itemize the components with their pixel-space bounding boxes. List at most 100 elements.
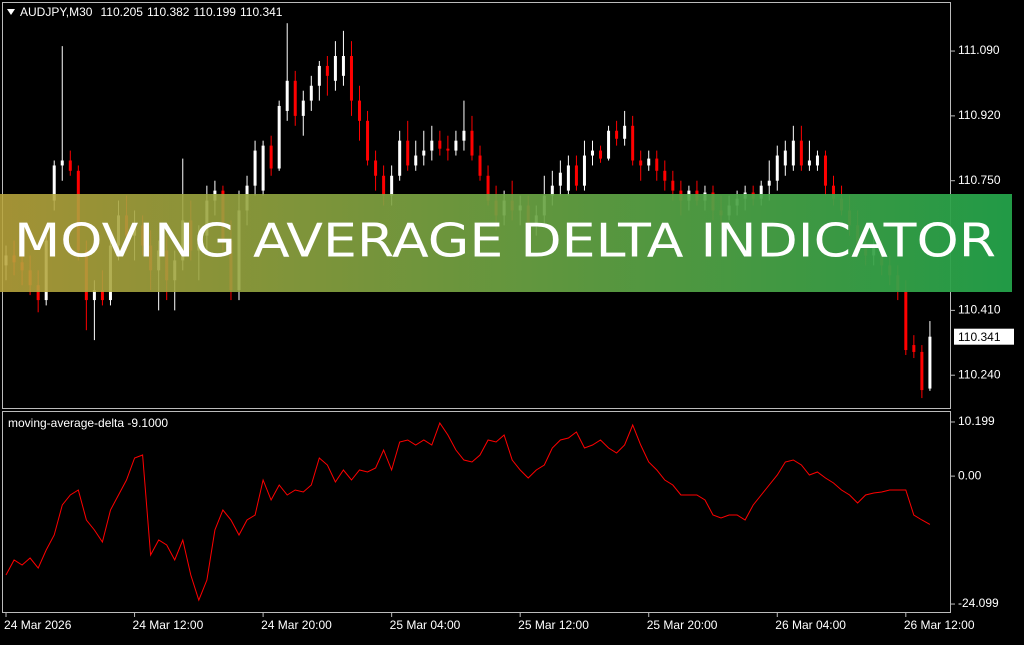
x-tick-label: 24 Mar 2026	[4, 618, 72, 632]
candle-body	[277, 105, 281, 169]
y-tick-label: 111.090	[958, 43, 1000, 57]
candle-body	[430, 140, 434, 151]
candle-body	[390, 175, 394, 196]
candle-body	[920, 351, 924, 391]
candle-body	[422, 150, 426, 156]
candle-body	[398, 140, 402, 176]
banner	[0, 194, 1012, 292]
x-tick-label: 25 Mar 12:00	[518, 618, 589, 632]
candle-body	[325, 65, 329, 76]
candle-body	[293, 80, 297, 116]
candle-body	[767, 180, 771, 186]
x-tick-label: 26 Mar 12:00	[904, 618, 975, 632]
candle-body	[309, 85, 313, 101]
candle-body	[374, 160, 378, 176]
candle-body	[438, 140, 442, 149]
candle-body	[285, 80, 289, 111]
candle-body	[912, 345, 916, 352]
close-value: 110.341	[240, 5, 283, 19]
candle-body	[462, 130, 466, 141]
candle-body	[799, 140, 803, 166]
candle-body	[623, 125, 627, 139]
x-tick-label: 26 Mar 04:00	[775, 618, 846, 632]
indicator-line	[5, 421, 931, 602]
indicator-title: moving-average-delta -9.1000	[8, 416, 168, 430]
candle-body	[301, 100, 305, 116]
x-tick-label: 25 Mar 04:00	[390, 618, 461, 632]
y-tick-label: 110.920	[958, 108, 1001, 122]
banner-title: MOVING AVERAGE DELTA INDICATOR	[14, 214, 996, 268]
candle-body	[807, 160, 811, 166]
dropdown-arrow[interactable]	[7, 9, 15, 15]
candle-body	[655, 158, 659, 171]
candle-body	[791, 140, 795, 166]
candle-body	[52, 165, 56, 201]
candle-body	[783, 150, 787, 166]
candle-body	[904, 290, 908, 351]
candle-body	[815, 155, 819, 166]
candle-body	[366, 120, 370, 161]
y-tick-label: 10.199	[958, 414, 995, 428]
high-value: 110.382	[147, 5, 190, 19]
candle-body	[663, 170, 667, 181]
candle-body	[590, 150, 594, 156]
y-tick-label: 0.00	[958, 468, 982, 482]
candle-body	[486, 175, 490, 201]
candle-body	[100, 290, 104, 301]
candle-body	[775, 155, 779, 181]
candle-body	[349, 56, 353, 101]
current-price-label: 110.341	[958, 330, 1001, 344]
overlay: 110.341	[954, 328, 1014, 345]
candle-body	[317, 65, 321, 86]
candle-body	[406, 140, 410, 166]
candle-body	[253, 150, 257, 186]
candle-body	[358, 100, 362, 121]
x-tick-label: 24 Mar 20:00	[261, 618, 332, 632]
candle-body	[454, 140, 458, 151]
candle-body	[60, 160, 64, 166]
candle-body	[261, 145, 265, 191]
indicator-panel-frame	[2, 411, 951, 613]
candle-body	[269, 145, 273, 169]
candle-body	[446, 148, 450, 151]
candle-body	[558, 172, 562, 186]
candle-body	[574, 165, 578, 186]
chart-header: AUDJPY,M30 110.205 110.382 110.199 110.341	[20, 5, 283, 19]
candle-body	[615, 130, 619, 139]
candle-body	[333, 56, 337, 81]
candle-body	[478, 155, 482, 176]
candle-body	[68, 160, 72, 171]
y-tick-label: 110.410	[958, 303, 1001, 317]
candle-body	[759, 185, 763, 199]
candle-body	[832, 185, 836, 199]
candle-body	[631, 125, 635, 161]
current-price-box	[954, 328, 1014, 345]
symbol: AUDJPY,M30	[20, 5, 93, 19]
candle-body	[414, 155, 418, 166]
candle-body	[647, 158, 651, 166]
low-value: 110.199	[193, 5, 236, 19]
candle-body	[92, 290, 96, 301]
candle-body	[341, 56, 345, 76]
candle-body	[582, 155, 586, 186]
candle-body	[566, 165, 570, 191]
candle-body	[36, 285, 40, 301]
x-tick-label: 25 Mar 20:00	[647, 618, 718, 632]
candle-body	[639, 160, 643, 166]
candle-body	[550, 185, 554, 196]
x-tick-label: 24 Mar 12:00	[133, 618, 204, 632]
y-tick-label: -24.099	[958, 596, 999, 610]
candle-body	[599, 150, 603, 159]
candle-body	[671, 180, 675, 191]
candle-body	[928, 336, 932, 389]
candle-body	[382, 175, 386, 196]
candle-body	[607, 130, 611, 159]
y-tick-label: 110.750	[958, 173, 1001, 187]
y-tick-label: 110.240	[958, 367, 1001, 381]
open-value: 110.205	[100, 5, 143, 19]
candle-body	[823, 155, 827, 186]
candle-body	[470, 130, 474, 156]
